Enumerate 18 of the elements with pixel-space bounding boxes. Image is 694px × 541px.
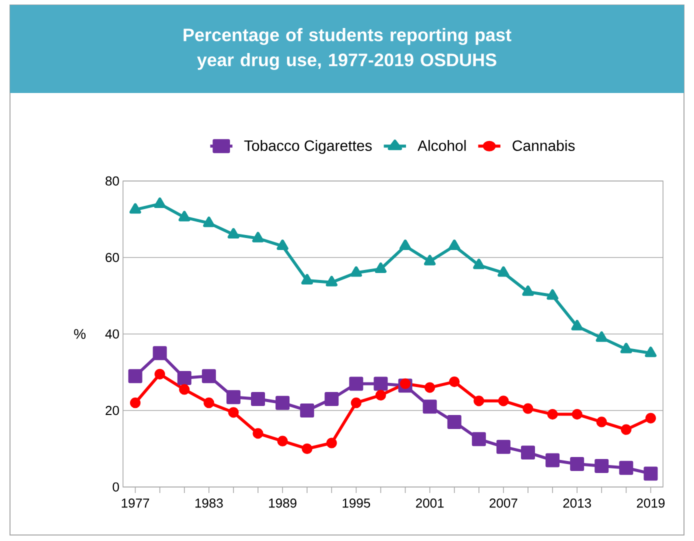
y-tick-label: 0 bbox=[112, 482, 119, 492]
x-tick-label: 1977 bbox=[122, 498, 150, 508]
x-tick-label: 1989 bbox=[269, 498, 296, 508]
y-axis-title: % bbox=[74, 329, 86, 339]
y-tick-label: 40 bbox=[105, 329, 119, 339]
y-tick-label: 60 bbox=[106, 252, 119, 262]
legend-label: Cannabis bbox=[512, 140, 575, 151]
x-tick-label: 2007 bbox=[490, 498, 518, 508]
x-tick-label: 2019 bbox=[636, 498, 665, 508]
x-tick-label: 1995 bbox=[342, 498, 370, 508]
legend-label: Tobacco Cigarettes bbox=[244, 140, 372, 154]
chart-title: Percentage of students reporting past year drug use, 1977-2019 OSDUHS bbox=[184, 28, 512, 70]
y-tick-label: 80 bbox=[106, 176, 119, 186]
x-tick-label: 2001 bbox=[416, 498, 444, 508]
y-tick-label: 20 bbox=[106, 406, 119, 416]
legend-label: Alcohol bbox=[418, 140, 466, 151]
x-tick-label: 2013 bbox=[563, 498, 591, 508]
x-tick-label: 1983 bbox=[195, 498, 223, 508]
